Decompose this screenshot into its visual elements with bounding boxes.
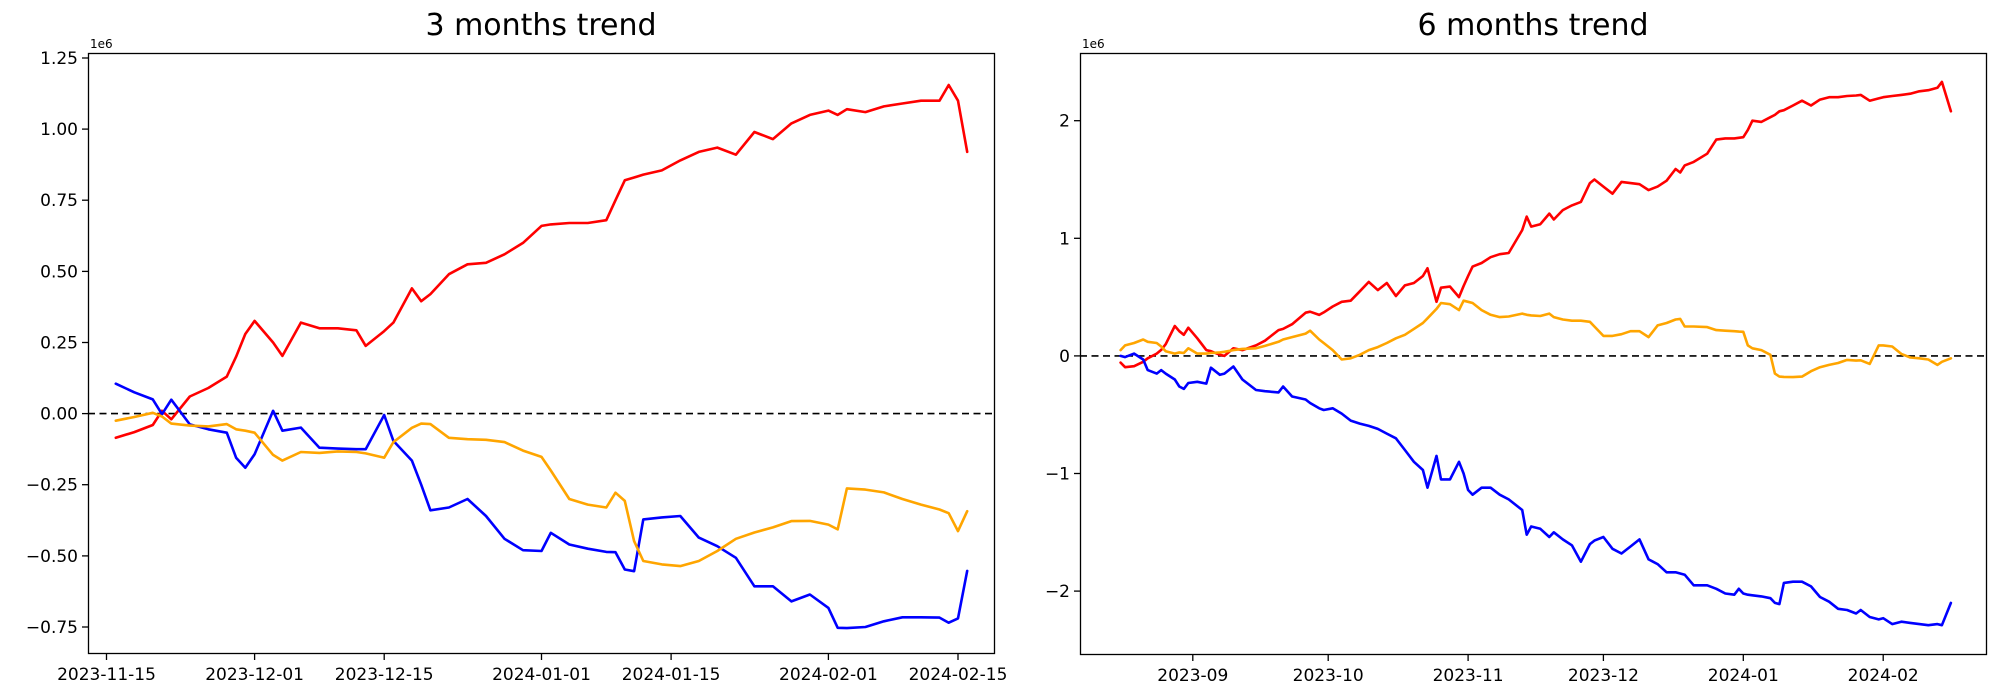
x-tick-label: 2024-02-01 [779, 665, 878, 685]
x-tick-label: 2024-02 [1848, 666, 1919, 686]
x-tick-label: 2024-01-01 [492, 665, 591, 685]
series-line-blue [114, 382, 969, 630]
y-tick-label: 2 [1059, 112, 1070, 132]
y-tick-label: 0 [1059, 347, 1070, 367]
x-tick-label: 2023-10 [1293, 666, 1364, 686]
series-line-red [114, 83, 969, 440]
y-tick-label: −0.25 [26, 476, 78, 496]
y-tick-label: 0.25 [40, 334, 78, 354]
plot-area-6-months: 2023-09 2023-10 2023-11 2023-12 2024-01 2024-… [1045, 52, 1988, 686]
x-tick-label: 2023-09 [1157, 666, 1228, 686]
y-tick-label: −0.50 [26, 547, 78, 567]
series-line-orange [1119, 299, 1953, 379]
x-tick-label: 2023-12-01 [205, 665, 304, 685]
series-line-blue [1119, 352, 1953, 627]
series-line-orange [114, 411, 969, 568]
y-tick-label: 1.00 [40, 120, 78, 140]
y-tick-label: −2 [1045, 582, 1070, 602]
x-tick-label: 2023-11-15 [57, 665, 156, 685]
plot-area-3-months: 2023-11-15 2023-12-01 2023-12-15 2024-01-01… [26, 49, 1008, 685]
y-tick-label: 1 [1059, 229, 1070, 249]
y-tick-label: 0.50 [40, 262, 78, 282]
chart-title-3-months: 3 months trend [425, 8, 657, 43]
chart-title-6-months: 6 months trend [1417, 8, 1649, 43]
axes-spines [1079, 52, 1988, 656]
y-axis-offset-label: 1e6 [90, 37, 113, 51]
x-tick-label: 2024-01 [1708, 666, 1779, 686]
y-tick-label: 1.25 [40, 49, 78, 69]
x-tick-label: 2023-12 [1568, 666, 1639, 686]
y-tick-label: −0.75 [26, 618, 78, 638]
x-tick-label: 2023-12-15 [335, 665, 434, 685]
series-line-red [1119, 80, 1953, 369]
y-tick-label: 0.75 [40, 191, 78, 211]
y-tick-label: −1 [1045, 465, 1070, 485]
x-tick-label: 2024-02-15 [909, 665, 1008, 685]
x-tick-label: 2024-01-15 [622, 665, 721, 685]
y-tick-label: 0.00 [40, 405, 78, 425]
axes-spines [87, 52, 996, 655]
x-tick-label: 2023-11 [1433, 666, 1504, 686]
y-axis-offset-label: 1e6 [1082, 37, 1105, 51]
